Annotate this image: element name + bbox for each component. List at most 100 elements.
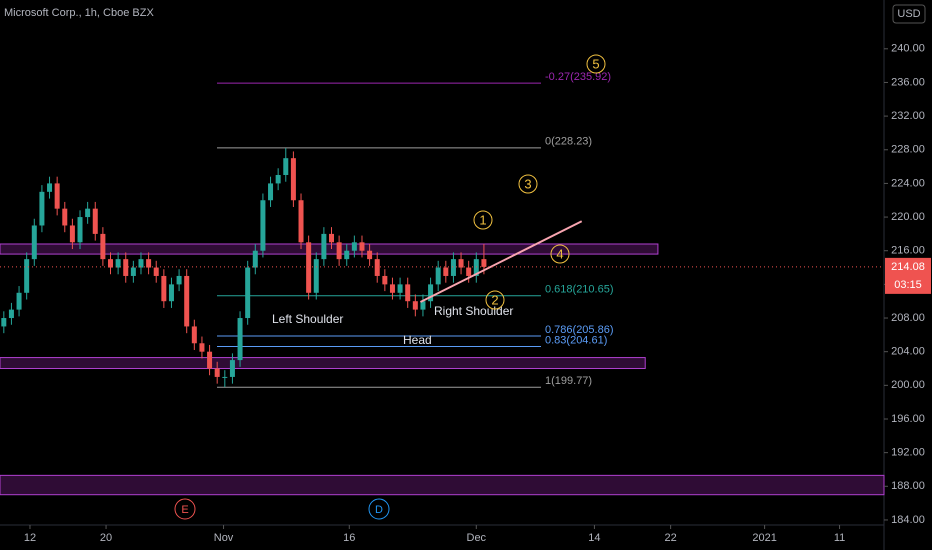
candle-body [374, 259, 380, 276]
zone [0, 357, 646, 370]
event-marker[interactable] [368, 498, 390, 520]
candle-body [207, 351, 213, 369]
event-label[interactable]: E [181, 504, 188, 516]
y-tick-label: 196.00 [891, 413, 925, 425]
candle-body [298, 200, 304, 243]
candle-body [359, 242, 365, 251]
y-tick-label: 236.00 [891, 76, 925, 88]
candle-body [108, 259, 113, 268]
candle-body [405, 284, 411, 302]
candle-body [146, 259, 152, 268]
y-tick-label: 192.00 [891, 447, 925, 459]
event-marker[interactable] [174, 498, 196, 520]
candle-body [54, 183, 60, 209]
candle-body [275, 175, 281, 184]
candle-body [47, 183, 53, 192]
x-tick-label: Dec [467, 532, 487, 544]
fib-label: 0.618(210.65) [545, 284, 614, 296]
candle-body [344, 250, 350, 260]
y-tick-label: 220.00 [891, 211, 925, 223]
wave-label: 4 [556, 246, 563, 261]
candle-body [435, 267, 441, 285]
y-tick-label: 224.00 [891, 177, 925, 189]
zone [0, 243, 659, 255]
candle-body [268, 183, 274, 201]
candle-body [260, 200, 266, 251]
wave-label: 1 [479, 212, 486, 227]
candle-body [199, 343, 205, 352]
last-price-label: 214.08 [891, 261, 925, 273]
wave-label: 5 [592, 56, 599, 71]
candle-body [100, 233, 106, 260]
y-tick-label: 184.00 [891, 514, 925, 526]
candle-body [62, 208, 68, 226]
candle-body [412, 301, 418, 310]
candle-body [428, 284, 434, 302]
candle-body [336, 242, 342, 260]
candle-body [450, 259, 456, 276]
x-tick-label: 11 [834, 532, 845, 544]
wave-circle [586, 54, 606, 74]
wave-circle [518, 174, 538, 194]
fib-label: -0.27(235.92) [545, 71, 611, 83]
trendline [419, 220, 583, 303]
countdown-label: 03:15 [894, 279, 922, 291]
candle-body [473, 259, 479, 276]
candle-body [290, 158, 296, 201]
candle-body [1, 318, 7, 327]
y-tick-label: 200.00 [891, 379, 925, 391]
x-tick-label: 14 [588, 532, 600, 544]
x-tick-label: 22 [664, 532, 676, 544]
x-tick-label: 2021 [752, 532, 776, 544]
plot: -0.27(235.92) 0(228.23) 0.618(210.65) 0.786… [0, 71, 885, 496]
fib-label: 0.786(205.86) [545, 324, 614, 336]
annotation: Left Shoulder [272, 312, 343, 326]
candle-body [252, 250, 258, 268]
candle-body [168, 284, 174, 302]
candle-body [283, 158, 289, 175]
y-tick-label: 216.00 [891, 245, 925, 257]
candle-body [420, 301, 426, 310]
candle-body [237, 318, 243, 361]
y-tick-label: 232.00 [891, 110, 925, 122]
annotation: Right Shoulder [434, 304, 513, 318]
fib-label: 0.83(204.61) [545, 334, 607, 346]
candle-body [382, 275, 388, 285]
candle-body [69, 225, 75, 243]
y-tick-label: 204.00 [891, 346, 925, 358]
candle-body [443, 267, 449, 276]
candle-body [222, 376, 228, 378]
candle-body [8, 309, 14, 319]
candle-body [397, 284, 403, 293]
fib-label: 1(199.77) [545, 375, 592, 387]
candle-body [367, 250, 373, 260]
candle-body [229, 360, 235, 377]
x-tick-label: 16 [343, 532, 355, 544]
candle-body [313, 259, 319, 293]
wave-circle [550, 244, 570, 264]
x-tick-label: 20 [100, 532, 112, 544]
zone [0, 474, 885, 496]
candle-body [24, 259, 30, 293]
candle-body [214, 368, 220, 377]
candle-body [458, 259, 464, 268]
candle-body [161, 275, 167, 302]
wave-label: 3 [524, 176, 531, 191]
candle-body [245, 267, 251, 319]
candle-body [92, 208, 98, 234]
candle-body [16, 292, 22, 310]
candle-body [329, 233, 334, 243]
candle-body [123, 259, 129, 276]
candle-body [77, 217, 83, 243]
x-tick-label: 12 [24, 532, 36, 544]
event-label[interactable]: D [375, 504, 383, 516]
candle-body [176, 275, 182, 285]
fib-label: 0(228.23) [545, 136, 592, 148]
candle-body [184, 275, 190, 327]
currency-box[interactable] [892, 4, 926, 24]
candle-body [31, 225, 37, 260]
wave-labels [473, 54, 606, 310]
currency[interactable]: USD [897, 8, 920, 20]
